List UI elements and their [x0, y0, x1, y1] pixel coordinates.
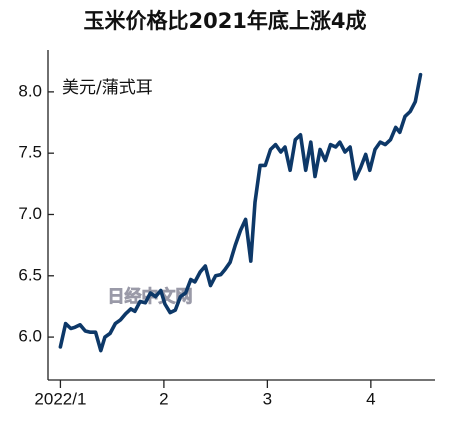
data-line — [58, 72, 423, 353]
x-tick-label: 3 — [263, 389, 272, 408]
chart-title: 玉米价格比2021年底上涨4成 — [83, 9, 366, 33]
y-tick-label: 8.0 — [18, 81, 42, 100]
x-tick-label: 2 — [159, 389, 168, 408]
y-tick-label: 7.0 — [18, 204, 42, 223]
y-tick-label: 7.5 — [18, 143, 42, 162]
x-tick-label: 2022/1 — [34, 389, 86, 408]
y-tick-label: 6.5 — [18, 265, 42, 284]
unit-label: 美元/蒲式耳 — [62, 78, 153, 98]
y-tick-label: 6.0 — [18, 327, 42, 346]
x-tick-label: 4 — [366, 389, 375, 408]
